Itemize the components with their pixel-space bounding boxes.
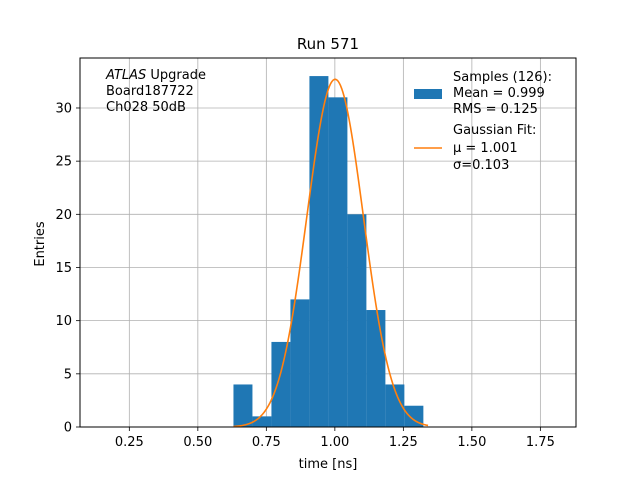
histogram-bars xyxy=(233,76,424,427)
legend-fit-param-0: μ = 1.001 xyxy=(453,141,518,156)
annotation-line-2: Ch028 50dB xyxy=(106,100,186,115)
chart-title: Run 571 xyxy=(297,35,359,53)
x-tick-label-3: 1.00 xyxy=(320,435,349,450)
annotation-text: Board187722 xyxy=(106,84,194,99)
annotation-line-1: Board187722 xyxy=(106,84,194,99)
y-tick-label-0: 0 xyxy=(64,421,72,436)
legend-samples-swatch xyxy=(414,89,442,99)
annotation-italic: ATLAS xyxy=(105,68,146,83)
legend-fit-param-1: σ=0.103 xyxy=(453,158,509,173)
y-axis-ticks: 0 5 10 15 20 25 30 xyxy=(55,101,80,436)
y-tick-label-2: 10 xyxy=(55,314,72,329)
histogram-bar-6 xyxy=(347,214,367,427)
histogram-bar-2 xyxy=(271,341,291,427)
x-tick-label-6: 1.75 xyxy=(526,435,555,450)
x-tick-label-1: 0.50 xyxy=(183,435,212,450)
histogram-bar-7 xyxy=(366,310,386,427)
legend-samples-stat-1: RMS = 0.125 xyxy=(453,102,538,117)
legend: Samples (126): Mean = 0.999 RMS = 0.125 G… xyxy=(414,70,552,173)
annotation-text: Ch028 50dB xyxy=(106,100,186,115)
y-tick-label-5: 25 xyxy=(55,155,72,170)
histogram-bar-8 xyxy=(385,384,405,427)
x-tick-label-4: 1.25 xyxy=(389,435,418,450)
y-tick-label-1: 5 xyxy=(64,367,72,382)
annotation-line-0: ATLAS Upgrade xyxy=(105,68,206,83)
histogram-bar-0 xyxy=(233,384,253,427)
x-tick-label-5: 1.50 xyxy=(457,435,486,450)
gaussian-fit-curve xyxy=(233,78,429,428)
histogram-bar-1 xyxy=(252,416,272,427)
histogram-bar-3 xyxy=(290,299,310,427)
plot-frame xyxy=(79,57,577,428)
x-axis-label: time [ns] xyxy=(299,457,358,472)
x-tick-label-0: 0.25 xyxy=(115,435,144,450)
histogram-bar-9 xyxy=(404,405,424,427)
x-axis-ticks: 0.25 0.50 0.75 1.00 1.25 1.50 1.75 xyxy=(115,427,555,450)
annotation-text: Upgrade xyxy=(146,68,206,83)
gaussian-fit-line xyxy=(233,78,429,428)
y-tick-label-3: 15 xyxy=(55,261,72,276)
x-tick-label-2: 0.75 xyxy=(252,435,281,450)
atlas-annotation: ATLAS Upgrade Board187722 Ch028 50dB xyxy=(105,68,206,115)
legend-samples-stat-0: Mean = 0.999 xyxy=(453,86,545,101)
y-tick-label-4: 20 xyxy=(55,208,72,223)
y-axis-label: Entries xyxy=(33,221,48,267)
legend-samples-label: Samples (126): xyxy=(453,70,552,85)
histogram-bar-5 xyxy=(328,97,348,427)
y-tick-label-6: 30 xyxy=(55,101,72,116)
legend-fit-label: Gaussian Fit: xyxy=(453,123,536,138)
